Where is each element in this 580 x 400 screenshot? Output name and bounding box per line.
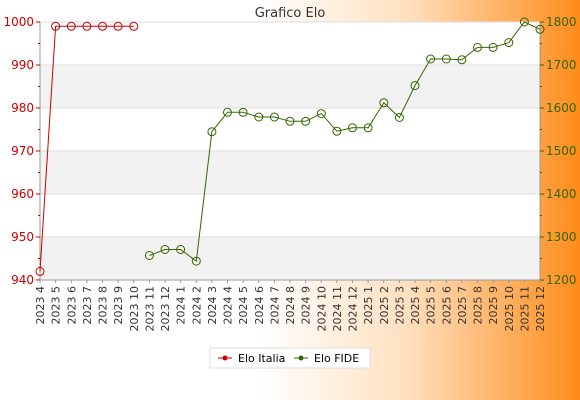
x-tick-label: 2023 11 bbox=[143, 286, 156, 332]
plot-area: 940 950 960 970 980 990 1000 1200 1300 1400 1500 16… bbox=[3, 15, 576, 332]
data-point-elo-fide bbox=[223, 107, 232, 117]
x-tick-label: 2024 11 bbox=[331, 286, 344, 332]
y-left-tick-label: 1000 bbox=[3, 15, 34, 29]
y-left-tick-label: 970 bbox=[11, 144, 34, 158]
data-point-elo-italia bbox=[51, 21, 61, 31]
legend-label-elo-fide: Elo FIDE bbox=[314, 352, 359, 365]
data-point-elo-italia bbox=[113, 21, 123, 31]
data-point-elo-fide bbox=[504, 38, 514, 48]
data-point-elo-italia bbox=[66, 21, 76, 31]
data-point-elo-italia bbox=[82, 21, 92, 31]
grid-band bbox=[40, 65, 540, 108]
grid-band bbox=[40, 108, 540, 151]
data-point-elo-fide bbox=[160, 245, 170, 254]
legend-label-elo-italia: Elo Italia bbox=[238, 352, 285, 365]
x-tick-label: 2025 1 bbox=[362, 286, 375, 325]
x-tick-label: 2025 3 bbox=[393, 286, 406, 325]
data-point-elo-fide bbox=[379, 98, 389, 108]
data-point-elo-fide bbox=[191, 256, 201, 266]
x-tick-label: 2023 5 bbox=[50, 286, 63, 325]
data-point-elo-fide bbox=[426, 54, 436, 64]
data-point-elo-fide bbox=[488, 42, 498, 52]
y-left-tick-label: 980 bbox=[11, 101, 34, 115]
data-point-elo-fide bbox=[535, 24, 545, 34]
x-tick-label: 2025 12 bbox=[534, 286, 547, 332]
x-tick-label: 2025 5 bbox=[425, 286, 438, 325]
y-right-tick-label: 1500 bbox=[546, 144, 577, 158]
data-point-elo-fide bbox=[332, 126, 342, 136]
y-left-tick-label: 960 bbox=[11, 187, 34, 201]
x-tick-label: 2025 4 bbox=[409, 286, 422, 325]
data-point-elo-fide bbox=[473, 42, 482, 52]
legend-marker-elo-fide bbox=[298, 355, 304, 361]
x-tick-label: 2024 7 bbox=[268, 286, 281, 325]
x-tick-label: 2023 10 bbox=[128, 286, 141, 332]
grid-band bbox=[40, 22, 540, 65]
x-tick-label: 2024 3 bbox=[206, 286, 219, 325]
data-point-elo-italia bbox=[98, 21, 107, 31]
x-tick-label: 2024 5 bbox=[237, 286, 250, 325]
grid-band bbox=[40, 237, 540, 280]
data-point-elo-italia bbox=[129, 21, 139, 31]
x-tick-label: 2024 8 bbox=[284, 286, 297, 325]
y-right-tick-label: 1800 bbox=[546, 15, 577, 29]
x-tick-label: 2024 4 bbox=[222, 286, 235, 325]
x-tick-label: 2023 6 bbox=[65, 286, 78, 325]
x-tick-label: 2025 11 bbox=[518, 286, 531, 332]
x-tick-label: 2024 2 bbox=[190, 286, 203, 325]
data-point-elo-fide bbox=[254, 112, 264, 122]
data-point-elo-fide bbox=[176, 245, 186, 254]
y-left-tick-label: 950 bbox=[11, 230, 34, 244]
data-point-elo-fide bbox=[441, 54, 451, 64]
series-line-elo-italia bbox=[39, 25, 134, 272]
x-tick-label: 2025 8 bbox=[472, 286, 485, 325]
y-right-tick-label: 1200 bbox=[546, 273, 577, 287]
y-left-tick-label: 990 bbox=[11, 58, 34, 72]
y-right-tick-label: 1700 bbox=[546, 58, 577, 72]
x-tick-label: 2024 1 bbox=[175, 286, 188, 325]
x-tick-label: 2023 4 bbox=[34, 286, 47, 325]
data-point-elo-fide bbox=[519, 17, 529, 27]
y-right-tick-label: 1400 bbox=[546, 187, 577, 201]
grid-band bbox=[40, 194, 540, 237]
legend-box bbox=[209, 347, 371, 369]
x-tick-label: 2023 7 bbox=[81, 286, 94, 325]
chart-title: Grafico Elo bbox=[255, 6, 326, 21]
x-tick-label: 2024 6 bbox=[253, 286, 266, 325]
data-point-elo-fide bbox=[301, 116, 311, 126]
data-point-elo-fide bbox=[238, 107, 248, 117]
x-tick-label: 2024 12 bbox=[347, 286, 360, 332]
x-tick-label: 2025 7 bbox=[456, 286, 469, 325]
data-point-elo-fide bbox=[394, 113, 404, 122]
x-tick-label: 2025 10 bbox=[503, 286, 516, 332]
x-tick-label: 2025 6 bbox=[440, 286, 453, 325]
data-point-elo-fide bbox=[316, 109, 326, 119]
data-point-elo-fide bbox=[269, 112, 279, 122]
data-point-elo-fide bbox=[144, 251, 154, 260]
grid-band bbox=[40, 151, 540, 194]
x-tick-label: 2023 8 bbox=[97, 286, 110, 325]
data-point-elo-fide bbox=[285, 116, 295, 126]
data-point-elo-italia bbox=[35, 266, 45, 276]
legend-marker-elo-italia bbox=[222, 355, 228, 361]
y-left-tick-label: 940 bbox=[11, 273, 34, 287]
y-right-tick-label: 1300 bbox=[546, 230, 577, 244]
y-right-tick-label: 1600 bbox=[546, 101, 577, 115]
x-tick-label: 2024 9 bbox=[300, 286, 313, 325]
x-tick-label: 2025 9 bbox=[487, 286, 500, 325]
data-point-elo-fide bbox=[207, 127, 217, 137]
data-point-elo-fide bbox=[457, 55, 467, 65]
x-tick-label: 2023 9 bbox=[112, 286, 125, 325]
data-point-elo-fide bbox=[410, 81, 420, 91]
data-point-elo-fide bbox=[363, 123, 373, 133]
legend: Elo Italia Elo FIDE bbox=[209, 347, 371, 369]
data-point-elo-fide bbox=[348, 123, 357, 133]
x-tick-label: 2023 12 bbox=[159, 286, 172, 332]
x-tick-label: 2024 10 bbox=[315, 286, 328, 332]
x-tick-label: 2025 2 bbox=[378, 286, 391, 325]
